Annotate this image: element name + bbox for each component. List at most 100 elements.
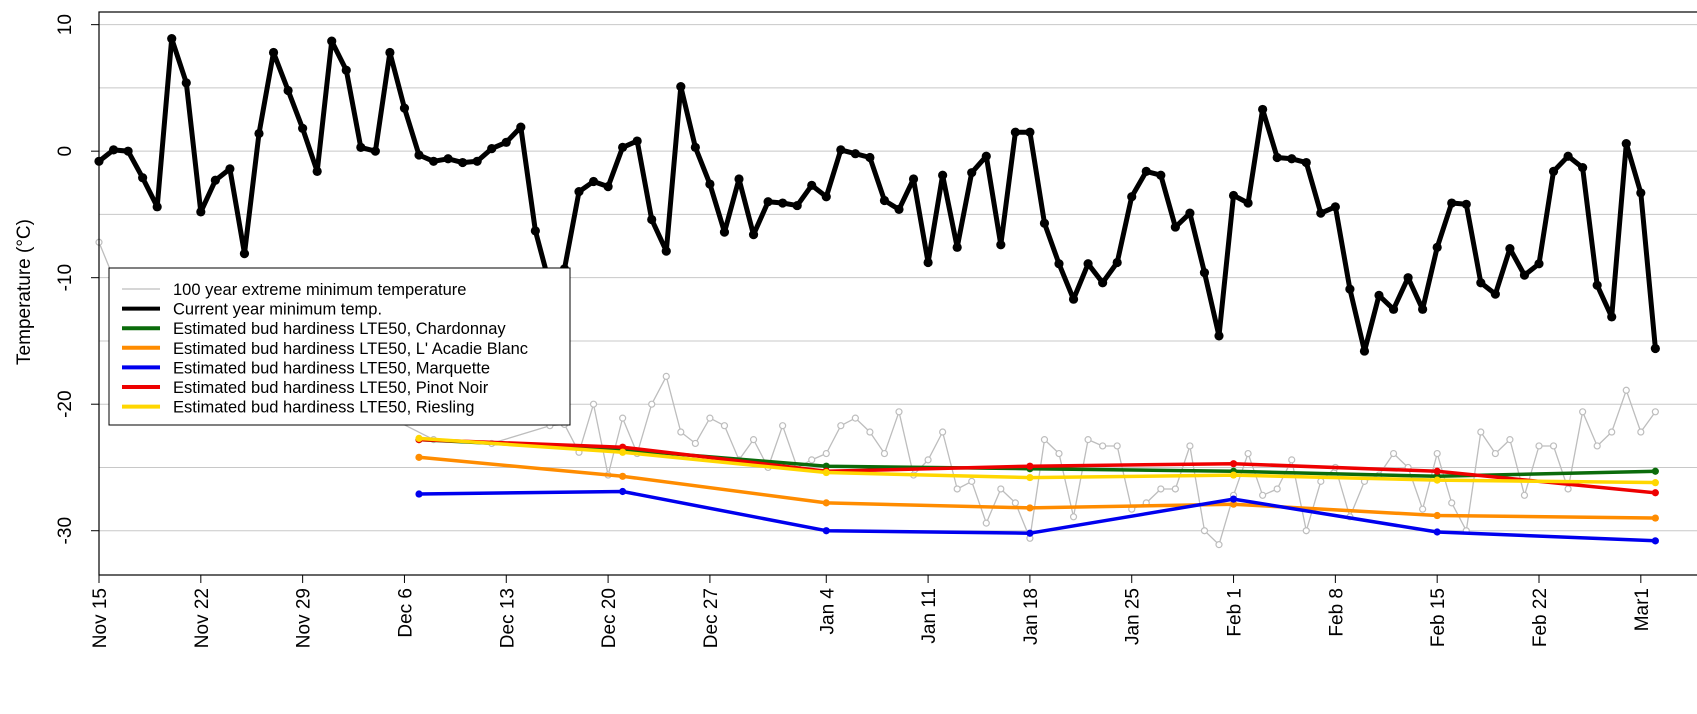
data-point <box>763 197 773 207</box>
data-point <box>588 176 599 187</box>
data-point <box>1039 218 1050 228</box>
data-point <box>924 456 932 464</box>
data-point <box>1593 442 1601 450</box>
data-point <box>895 408 903 416</box>
series-group <box>94 33 1660 356</box>
legend-label: Estimated bud hardiness LTE50, Chardonna… <box>173 320 506 338</box>
data-point <box>1055 449 1063 458</box>
data-point <box>1010 127 1020 137</box>
data-point <box>1083 259 1093 269</box>
legend-box <box>108 267 571 426</box>
data-point <box>997 485 1005 493</box>
data-point <box>939 428 947 436</box>
data-point <box>1637 428 1645 436</box>
y-tick-label: -30 <box>55 517 76 544</box>
data-point <box>415 434 423 442</box>
data-point <box>1432 242 1442 252</box>
data-point <box>472 156 482 166</box>
x-tick-label: Jan 4 <box>817 588 838 635</box>
x-tick-label: Dec 20 <box>599 588 620 648</box>
data-point <box>1040 436 1049 444</box>
data-point <box>1099 442 1107 450</box>
data-point <box>690 142 700 152</box>
data-point <box>356 142 366 152</box>
data-point <box>1477 428 1485 436</box>
data-point <box>1651 489 1659 497</box>
data-point <box>385 47 395 58</box>
data-point <box>1054 259 1064 269</box>
data-point <box>1157 485 1165 493</box>
data-point <box>749 436 758 444</box>
data-point <box>1564 485 1572 493</box>
data-point <box>298 123 308 133</box>
data-point <box>1316 208 1326 218</box>
data-point <box>1244 449 1252 458</box>
data-point <box>1592 280 1602 290</box>
data-point <box>138 173 148 183</box>
series-group <box>415 453 1659 522</box>
data-point <box>923 257 933 268</box>
data-point <box>443 154 453 164</box>
data-point <box>1156 170 1166 180</box>
data-point <box>1069 513 1078 521</box>
data-point <box>1025 127 1035 137</box>
data-point <box>822 468 830 477</box>
data-point <box>908 174 919 184</box>
data-point <box>807 180 817 190</box>
data-point <box>822 449 830 458</box>
data-point <box>167 33 177 44</box>
data-point <box>1374 290 1384 300</box>
data-point <box>1549 442 1558 450</box>
data-point <box>967 168 977 178</box>
data-point <box>1113 442 1121 450</box>
data-point <box>1433 511 1441 520</box>
data-point <box>1519 270 1530 280</box>
data-point <box>662 372 670 380</box>
x-tick-label: Jan 18 <box>1021 588 1042 645</box>
data-point <box>1301 157 1311 168</box>
data-point <box>720 422 729 430</box>
x-tick-label: Dec 6 <box>395 588 416 638</box>
x-tick-label: Feb 8 <box>1326 588 1347 637</box>
axes: 10 0 -10 -20 -30 Nov 15 Nov 22 Nov 29 Dec 6 Dec 1… <box>55 14 1653 648</box>
data-point <box>1607 312 1617 322</box>
data-point <box>822 527 830 535</box>
data-point <box>879 195 890 206</box>
data-point <box>1651 408 1659 416</box>
data-point <box>1068 294 1079 304</box>
data-point <box>399 103 410 113</box>
data-point <box>415 453 423 461</box>
legend-label: 100 year extreme minimum temperature <box>173 281 466 299</box>
data-point <box>1186 442 1194 450</box>
x-tick-label: Nov 29 <box>294 588 315 648</box>
data-point <box>1228 190 1239 201</box>
data-point <box>530 226 540 236</box>
data-point <box>705 179 715 189</box>
plot-frame <box>98 11 1697 576</box>
data-point <box>181 78 191 88</box>
data-point <box>1651 479 1659 487</box>
data-point <box>1506 436 1514 444</box>
data-point <box>676 82 686 92</box>
data-point <box>691 439 699 448</box>
data-point <box>415 490 423 498</box>
data-point <box>706 414 714 422</box>
data-point <box>953 485 961 493</box>
data-point <box>837 422 845 430</box>
data-point <box>821 192 831 202</box>
data-point <box>1651 514 1659 522</box>
data-point <box>619 414 627 422</box>
data-point <box>808 456 816 464</box>
legend-label: Estimated bud hardiness LTE50, Pinot Noi… <box>173 379 489 397</box>
data-point <box>210 175 220 185</box>
data-point <box>981 151 991 161</box>
data-point <box>1608 428 1616 436</box>
data-point <box>123 146 133 156</box>
data-point <box>341 65 351 75</box>
data-point <box>619 443 627 451</box>
data-point <box>1287 154 1297 164</box>
data-point <box>1419 505 1427 513</box>
data-point <box>880 449 889 458</box>
legend-label: Estimated bud hardiness LTE50, L' Acadie… <box>173 340 528 358</box>
x-tick-label: Nov 15 <box>90 588 111 648</box>
